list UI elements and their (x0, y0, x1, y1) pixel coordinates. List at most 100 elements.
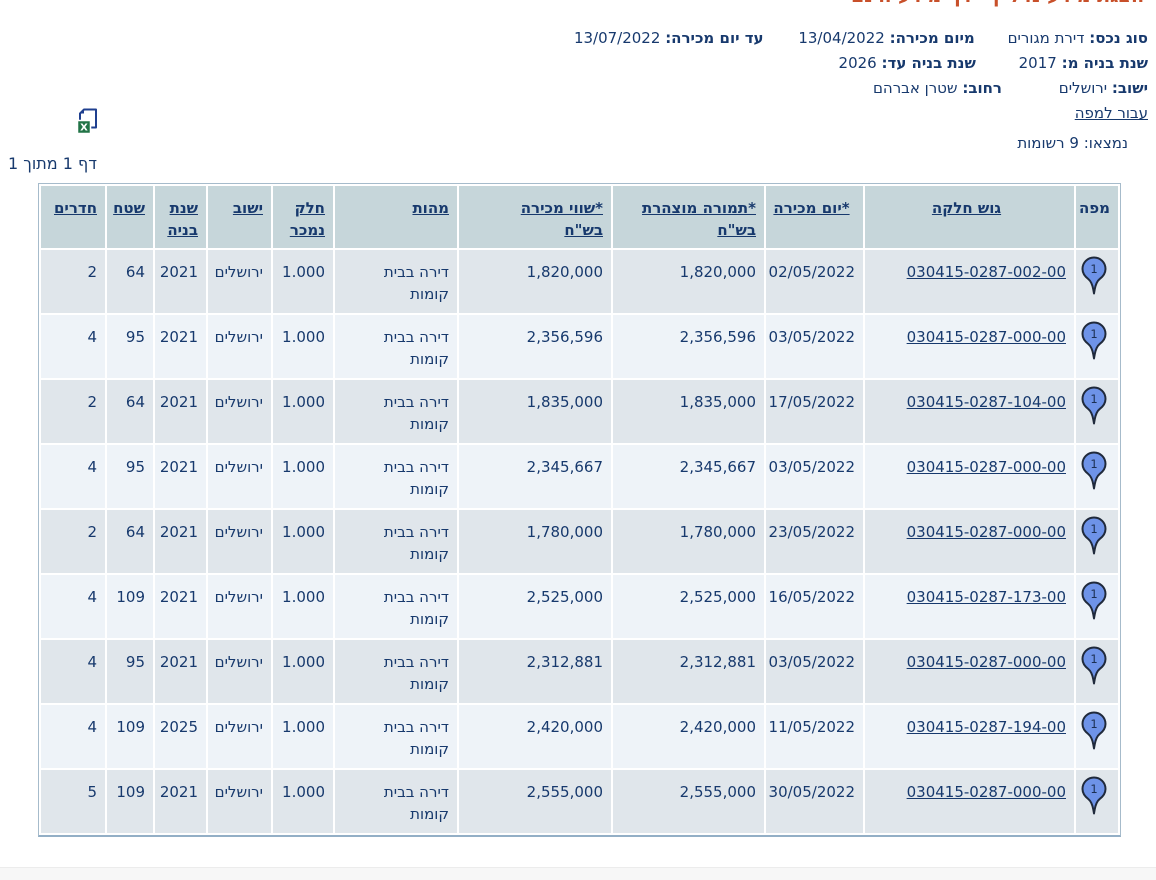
map-pin-icon[interactable]: 1 (1081, 321, 1107, 369)
gush-helka-link[interactable]: 030415-0287-000-00 (906, 653, 1066, 671)
cell-year: 2021 (155, 640, 206, 703)
map-pin-icon[interactable]: 1 (1081, 386, 1107, 434)
column-header-sale_date[interactable]: *יום מכירה (766, 186, 863, 248)
table-row: 1 030415-0287-194-00 11/05/2022 2,420,000 2,… (41, 705, 1118, 768)
cell-value: 2 (87, 393, 97, 411)
cell-value: 95 (125, 653, 145, 671)
cell-city: ירושלים (208, 445, 271, 508)
column-header-nature[interactable]: מהות (335, 186, 457, 248)
cell-area: 64 (107, 510, 153, 573)
column-header-link[interactable]: ישוב (210, 197, 263, 219)
cell-value: 2 (87, 263, 97, 281)
map-pin-icon[interactable]: 1 (1081, 646, 1107, 694)
gush-cell: 030415-0287-173-00 (865, 575, 1074, 638)
cell-value: 1,780,000 (459, 510, 611, 573)
cell-value: 23/05/2022 (768, 523, 855, 541)
gush-helka-link[interactable]: 030415-0287-104-00 (906, 393, 1066, 411)
column-header-part[interactable]: חלק נמכר (273, 186, 333, 248)
cell-value: ירושלים (214, 588, 263, 606)
transactions-table: מפה גוש חלקה *יום מכירה *תמורה מוצהרת בש"ח *ש… (38, 183, 1121, 837)
filter-city: ישוב: ירושלים (1058, 79, 1148, 97)
column-header-link[interactable]: גוש חלקה (867, 197, 1066, 219)
gush-cell: 030415-0287-000-00 (865, 315, 1074, 378)
cell-nature: דירה בבית קומות (335, 380, 457, 443)
column-header-value[interactable]: *שווי מכירה בש"ח (459, 186, 611, 248)
header-text: *תמורה מוצהרת (641, 199, 756, 217)
gush-helka-link[interactable]: 030415-0287-194-00 (906, 718, 1066, 736)
gush-helka-link[interactable]: 030415-0287-173-00 (906, 588, 1066, 606)
gush-helka-link[interactable]: 030415-0287-002-00 (906, 263, 1066, 281)
cell-nature: דירה בבית קומות (335, 770, 457, 833)
cell-value: 2,345,667 (679, 458, 756, 476)
page-indicator: דף 1 מתוך 1 (8, 154, 97, 173)
map-pin-icon[interactable]: 1 (1081, 711, 1107, 759)
gush-helka-link[interactable]: 030415-0287-000-00 (906, 783, 1066, 801)
gush-helka-link[interactable]: 030415-0287-000-00 (906, 458, 1066, 476)
map-cell: 1 (1076, 510, 1118, 573)
cell-nature: דירה בבית קומות (335, 575, 457, 638)
cell-value: 2021 (159, 263, 198, 281)
header-text: נמכר (289, 221, 325, 239)
gush-cell: 030415-0287-000-00 (865, 640, 1074, 703)
column-header-link[interactable]: מהות (337, 197, 449, 219)
column-header-area[interactable]: שטח (107, 186, 153, 248)
cell-value: 2,555,000 (679, 783, 756, 801)
cell-year: 2025 (155, 705, 206, 768)
column-header-map: מפה (1076, 186, 1118, 248)
cell-city: ירושלים (208, 640, 271, 703)
cell-value: 2,312,881 (459, 640, 611, 703)
pin-number: 1 (1090, 327, 1097, 341)
cell-declared: 1,820,000 (613, 250, 764, 313)
header-text: *יום מכירה (773, 199, 850, 217)
pin-number: 1 (1090, 522, 1097, 536)
cell-area: 109 (107, 705, 153, 768)
cell-year: 2021 (155, 250, 206, 313)
column-header-rooms[interactable]: חדרים (41, 186, 105, 248)
cell-nature: דירה בבית קומות (335, 315, 457, 378)
cell-value: 4 (87, 328, 97, 346)
cell-sale_date: 17/05/2022 (766, 380, 863, 443)
cell-value: 5 (87, 783, 97, 801)
map-pin-icon[interactable]: 1 (1081, 776, 1107, 824)
column-header-declared[interactable]: *תמורה מוצהרת בש"ח (613, 186, 764, 248)
column-header-link[interactable]: *תמורה מוצהרת בש"ח (615, 197, 756, 241)
export-excel-button[interactable]: X (76, 108, 100, 135)
column-header-link[interactable]: חדרים (43, 197, 97, 219)
cell-part: 1.000 (273, 510, 333, 573)
cell-part: 1.000 (273, 380, 333, 443)
cell-declared: 2,525,000 (613, 575, 764, 638)
column-header-link[interactable]: שנת בניה (157, 197, 198, 241)
gush-helka-link[interactable]: 030415-0287-000-00 (906, 523, 1066, 541)
column-header-city[interactable]: ישוב (208, 186, 271, 248)
map-cell: 1 (1076, 770, 1118, 833)
cell-value: 03/05/2022 (768, 328, 855, 346)
cell-value: 2,525,000 (526, 588, 603, 606)
table-row: 1 030415-0287-000-00 23/05/2022 1,780,000 1,… (41, 510, 1118, 573)
gush-cell: 030415-0287-104-00 (865, 380, 1074, 443)
column-header-link[interactable]: *שווי מכירה בש"ח (461, 197, 603, 241)
map-pin-icon[interactable]: 1 (1081, 451, 1107, 499)
cell-rooms: 2 (41, 380, 105, 443)
gush-helka-link[interactable]: 030415-0287-000-00 (906, 328, 1066, 346)
cell-value: 2,420,000 (459, 705, 611, 768)
table-row: 1 030415-0287-000-00 03/05/2022 2,312,881 2,… (41, 640, 1118, 703)
map-pin-icon[interactable]: 1 (1081, 516, 1107, 564)
cell-part: 1.000 (273, 575, 333, 638)
cell-area: 109 (107, 575, 153, 638)
cell-value: 2021 (159, 653, 198, 671)
header-text: בש"ח (564, 221, 603, 239)
cell-area: 95 (107, 445, 153, 508)
map-pin-icon[interactable]: 1 (1081, 581, 1107, 629)
cell-value: 30/05/2022 (768, 783, 855, 801)
cell-nature: דירה בבית קומות (335, 510, 457, 573)
column-header-year[interactable]: שנת בניה (155, 186, 206, 248)
column-header-gush[interactable]: גוש חלקה (865, 186, 1074, 248)
column-header-link[interactable]: חלק נמכר (275, 197, 325, 241)
go-to-map-link[interactable]: עבור למפה (1074, 104, 1148, 122)
column-header-link[interactable]: שטח (109, 197, 145, 219)
map-pin-icon[interactable]: 1 (1081, 256, 1107, 304)
cell-value: 109 (116, 588, 145, 606)
cell-area: 95 (107, 640, 153, 703)
cell-city: ירושלים (208, 575, 271, 638)
column-header-link[interactable]: *יום מכירה (768, 197, 855, 219)
